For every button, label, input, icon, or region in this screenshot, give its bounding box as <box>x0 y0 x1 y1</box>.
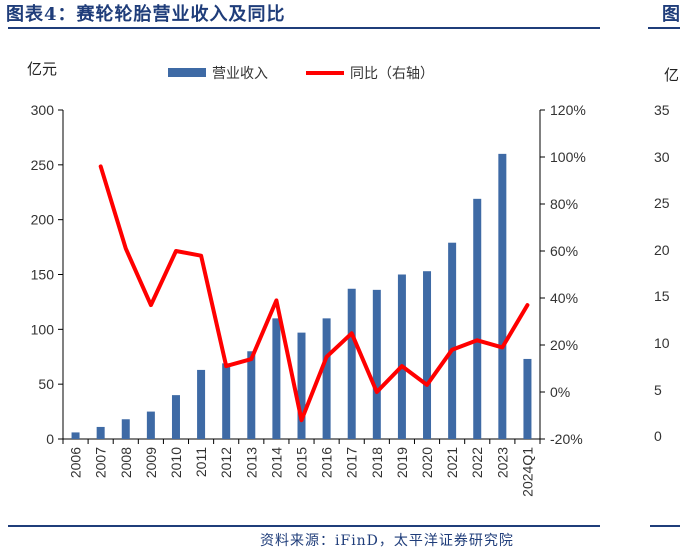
neighbor-y-tick: 30 <box>654 148 670 165</box>
x-tick-label: 2024Q1 <box>519 447 535 497</box>
right-tick-label: 20% <box>550 337 578 353</box>
revenue-bar <box>423 271 432 439</box>
right-tick-label: 0% <box>550 384 570 400</box>
left-tick-label: 250 <box>31 157 55 173</box>
x-tick-label: 2015 <box>294 447 310 478</box>
x-tick-label: 2011 <box>193 447 209 477</box>
revenue-bar <box>171 395 180 439</box>
revenue-bar <box>322 318 331 439</box>
x-tick-label: 2016 <box>319 447 335 478</box>
left-tick-label: 200 <box>31 212 55 228</box>
x-tick-label: 2009 <box>143 447 159 478</box>
revenue-bar <box>96 426 105 439</box>
revenue-bar <box>272 318 281 439</box>
left-axis-unit: 亿元 <box>27 60 57 78</box>
x-tick-label: 2022 <box>469 447 485 478</box>
neighbor-y-tick: 0 <box>654 428 662 445</box>
revenue-bar <box>247 351 256 439</box>
right-tick-label: 60% <box>550 243 578 259</box>
x-tick-label: 2008 <box>118 447 134 478</box>
x-tick-label: 2021 <box>444 447 460 478</box>
revenue-bar <box>372 289 381 439</box>
revenue-bar <box>347 288 356 439</box>
revenue-bar <box>121 419 130 439</box>
right-tick-label: 80% <box>550 196 578 212</box>
right-tick-label: -20% <box>550 431 583 447</box>
figure-title: 图表4：赛轮轮胎营业收入及同比 <box>6 4 286 25</box>
legend-label-revenue: 营业收入 <box>212 66 268 82</box>
left-tick-label: 150 <box>31 267 55 283</box>
source-rule <box>8 525 600 527</box>
neighbor-title-rule <box>648 27 680 29</box>
revenue-bar <box>197 369 206 439</box>
revenue-bar <box>397 274 406 439</box>
x-tick-label: 2018 <box>369 447 385 478</box>
x-tick-label: 2012 <box>218 447 234 478</box>
revenue-bar <box>498 153 507 439</box>
x-tick-label: 2006 <box>68 447 84 478</box>
legend-label-yoy: 同比（右轴） <box>350 66 434 82</box>
right-tick-label: 40% <box>550 290 578 306</box>
x-tick-label: 2007 <box>93 447 109 478</box>
revenue-bar <box>448 242 457 439</box>
legend-swatch-revenue <box>168 68 206 77</box>
x-tick-label: 2017 <box>344 447 360 478</box>
neighbor-source-rule <box>650 525 680 527</box>
neighbor-y-tick: 35 <box>654 102 670 118</box>
revenue-bar <box>71 432 80 439</box>
x-tick-label: 2014 <box>268 447 284 478</box>
left-tick-label: 300 <box>31 102 55 118</box>
revenue-bar <box>297 332 306 439</box>
neighbor-figure-title: 图 <box>662 4 680 25</box>
right-tick-label: 100% <box>550 149 586 165</box>
left-tick-label: 0 <box>46 431 54 447</box>
neighbor-y-tick: 25 <box>654 195 670 212</box>
revenue-bar <box>523 358 532 439</box>
x-tick-label: 2023 <box>494 447 510 478</box>
left-tick-label: 50 <box>38 376 54 392</box>
title-rule <box>8 27 600 29</box>
revenue-bar <box>222 363 231 439</box>
neighbor-y-tick: 15 <box>654 288 670 305</box>
revenue-bar <box>146 411 155 439</box>
neighbor-y-tick: 5 <box>654 381 662 398</box>
x-tick-label: 2019 <box>394 447 410 478</box>
x-tick-label: 2010 <box>168 447 184 478</box>
neighbor-unit-label: 亿 <box>664 66 680 84</box>
revenue-bar <box>473 198 482 439</box>
neighbor-y-tick: 20 <box>654 241 670 258</box>
right-tick-label: 120% <box>550 102 586 118</box>
source-note: 资料来源：iFinD，太平洋证券研究院 <box>260 533 514 549</box>
left-tick-label: 100 <box>31 321 55 337</box>
neighbor-y-tick: 10 <box>654 335 670 351</box>
yoy-line <box>98 164 530 423</box>
x-tick-label: 2020 <box>419 447 435 478</box>
x-tick-label: 2013 <box>243 447 259 478</box>
